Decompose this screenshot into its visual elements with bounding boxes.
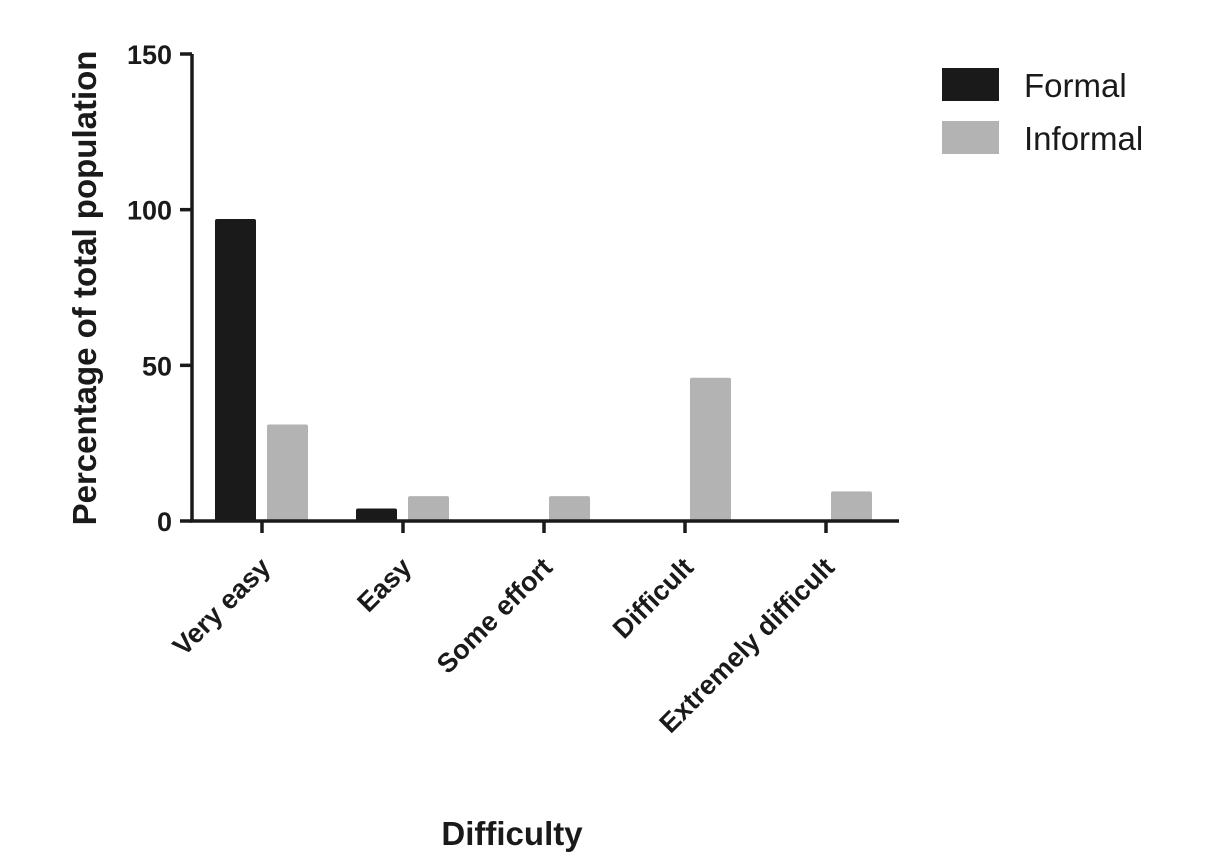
x-ticks-group: Very easy Easy Some effort DifficultExtreme… bbox=[167, 521, 840, 739]
x-tick-label-easy: Easy bbox=[351, 552, 417, 618]
legend: Formal Informal bbox=[942, 67, 1143, 157]
y-ticks-group: 0 50 100 150 bbox=[127, 40, 192, 537]
y-tick-label: 0 bbox=[157, 507, 172, 537]
bar-informal-easy bbox=[408, 496, 449, 521]
y-axis-title: Percentage of total population bbox=[66, 51, 103, 526]
bar-informal-extremely-difficult bbox=[831, 491, 872, 521]
y-tick-label: 150 bbox=[127, 40, 172, 70]
legend-swatch-informal bbox=[942, 121, 999, 154]
y-tick-label: 50 bbox=[142, 351, 172, 381]
x-tick-label-difficult: Difficult bbox=[607, 552, 699, 644]
legend-label-formal: Formal bbox=[1024, 67, 1127, 104]
bar-informal-difficult bbox=[690, 377, 731, 521]
x-tick-label-very-easy: Very easy bbox=[167, 552, 276, 661]
bar-formal-very-easy bbox=[215, 219, 256, 522]
x-tick-label-some-effort: Some effort bbox=[431, 552, 558, 679]
bar-formal-easy bbox=[356, 508, 397, 521]
bar-informal-very-easy bbox=[267, 424, 308, 521]
y-tick-label: 100 bbox=[127, 196, 172, 226]
x-axis-title: Difficulty bbox=[441, 815, 583, 852]
legend-label-informal: Informal bbox=[1024, 120, 1143, 157]
bars-group bbox=[215, 219, 872, 522]
legend-swatch-formal bbox=[942, 68, 999, 101]
bar-informal-some-effort bbox=[549, 496, 590, 521]
